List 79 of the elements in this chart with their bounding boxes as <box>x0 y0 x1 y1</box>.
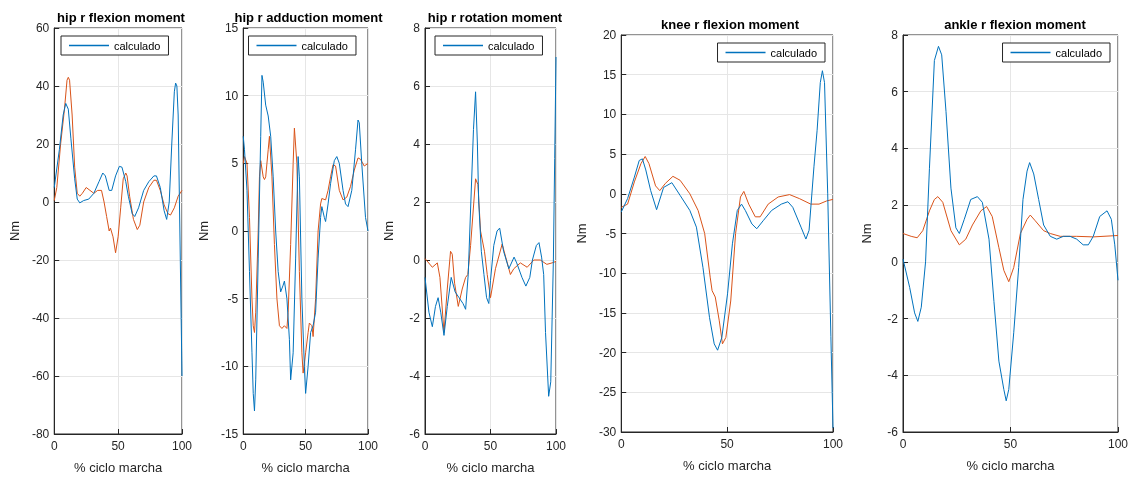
y-axis-title: Nm <box>196 220 211 242</box>
y-tick-label: 6 <box>891 84 899 99</box>
y-axis-title: Nm <box>859 223 874 244</box>
y-tick-label: 0 <box>891 254 899 269</box>
y-tick-label: 60 <box>35 21 50 35</box>
y-axis-title: Nm <box>7 220 22 242</box>
y-tick-label: -15 <box>598 305 617 320</box>
line-series <box>620 70 834 429</box>
y-axis-title: Nm <box>574 223 589 244</box>
legend-label: calculado <box>301 39 348 52</box>
y-tick-label: 40 <box>35 79 50 93</box>
x-tick-label: 50 <box>720 437 735 451</box>
y-tick-label: -6 <box>887 425 899 439</box>
x-tick-label: 50 <box>111 439 126 453</box>
y-tick-label: 0 <box>231 224 239 238</box>
y-tick-label: 2 <box>891 198 899 213</box>
y-tick-label: 0 <box>42 195 50 209</box>
y-tick-label: 20 <box>602 28 617 42</box>
x-axis-title: % ciclo marcha <box>683 458 772 473</box>
y-tick-label: 15 <box>602 67 617 82</box>
y-tick-label: -30 <box>598 425 617 439</box>
y-tick-label: 0 <box>609 186 617 201</box>
y-tick-label: -4 <box>887 368 899 383</box>
y-tick-label: -5 <box>605 226 617 241</box>
y-tick-label: -2 <box>409 311 421 325</box>
y-tick-label: 5 <box>231 156 239 171</box>
y-tick-label: 4 <box>891 141 899 156</box>
x-tick-label: 100 <box>357 439 379 453</box>
line-series <box>902 45 1119 402</box>
y-tick-label: 8 <box>891 28 899 42</box>
legend-label: calculado <box>770 46 818 59</box>
legend-label: calculado <box>1055 46 1103 59</box>
y-tick-label: -40 <box>31 311 50 325</box>
x-axis-title: % ciclo marcha <box>261 460 351 475</box>
y-tick-label: 10 <box>602 107 617 122</box>
y-tick-label: -80 <box>31 427 50 441</box>
line-series <box>242 74 369 412</box>
y-tick-label: 6 <box>413 79 421 93</box>
y-tick-label: 10 <box>224 88 239 103</box>
y-tick-label: -6 <box>409 427 421 441</box>
line-series <box>620 155 834 345</box>
line-series <box>53 82 183 377</box>
y-tick-label: -4 <box>409 369 421 383</box>
y-tick-label: 5 <box>609 147 617 162</box>
x-axis-title: % ciclo marcha <box>966 458 1056 473</box>
legend-label: calculado <box>488 39 535 52</box>
y-tick-label: -10 <box>220 359 239 374</box>
x-axis-title: % ciclo marcha <box>446 460 536 475</box>
x-tick-label: 100 <box>1107 437 1129 451</box>
x-axis-title: % ciclo marcha <box>74 460 163 475</box>
line-series <box>53 76 183 254</box>
chart-title: hip r rotation moment <box>427 10 563 25</box>
x-tick-label: 50 <box>298 439 313 453</box>
chart-title: hip r flexion moment <box>57 10 186 25</box>
line-series <box>424 56 557 397</box>
y-tick-label: -5 <box>227 291 239 306</box>
legend-label: calculado <box>114 39 161 52</box>
y-tick-label: 4 <box>413 137 421 151</box>
x-tick-label: 50 <box>483 439 498 453</box>
y-tick-label: 0 <box>413 253 421 267</box>
line-series <box>902 196 1119 283</box>
y-tick-label: -20 <box>31 253 50 267</box>
chart-title: ankle r flexion moment <box>944 17 1087 32</box>
y-tick-label: -15 <box>220 427 239 441</box>
y-tick-label: 20 <box>35 137 50 151</box>
x-tick-label: 100 <box>545 439 567 453</box>
y-tick-label: 8 <box>413 21 421 35</box>
x-tick-label: 50 <box>1003 437 1018 451</box>
y-axis-title: Nm <box>381 220 396 242</box>
y-tick-label: -2 <box>887 311 899 326</box>
y-tick-label: -60 <box>31 369 50 383</box>
line-series <box>242 127 369 374</box>
y-tick-label: -10 <box>598 266 617 281</box>
y-tick-label: 2 <box>413 195 421 209</box>
x-tick-label: 100 <box>171 439 193 453</box>
y-tick-label: -20 <box>598 345 617 360</box>
y-tick-label: -25 <box>598 385 617 400</box>
x-tick-label: 100 <box>822 437 844 451</box>
chart-title: knee r flexion moment <box>661 17 800 32</box>
